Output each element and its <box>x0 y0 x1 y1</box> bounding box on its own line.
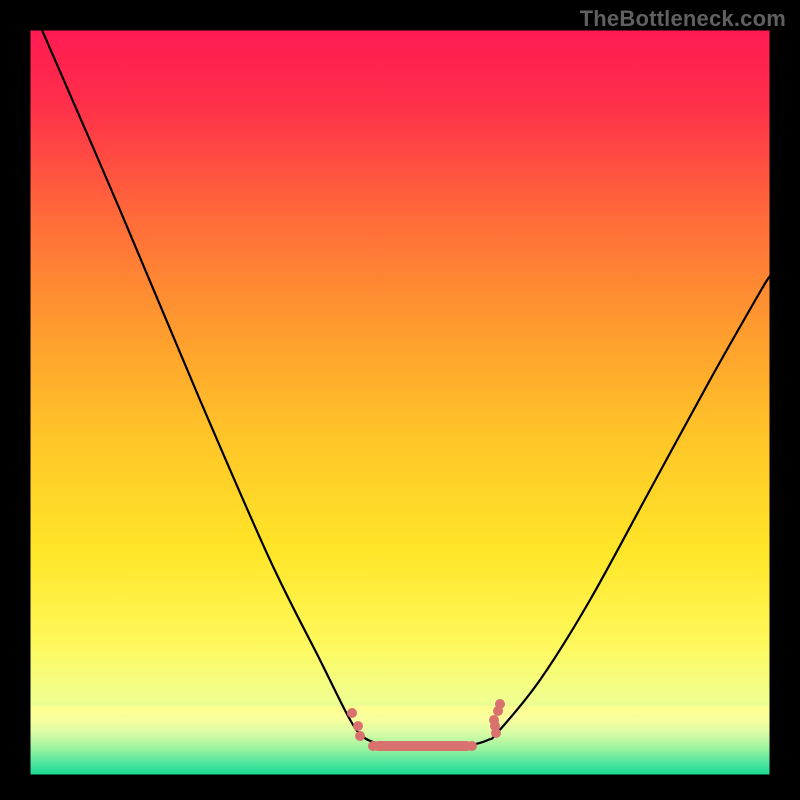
marker-pill-cap <box>467 741 477 751</box>
marker-dot <box>491 728 501 738</box>
marker-pill-cap <box>368 741 378 751</box>
marker-dot <box>347 708 357 718</box>
chart-svg <box>0 0 800 800</box>
marker-dot <box>495 699 505 709</box>
marker-dot <box>353 721 363 731</box>
watermark-text: TheBottleneck.com <box>580 6 786 32</box>
marker-pill <box>373 741 472 751</box>
marker-dot <box>355 731 365 741</box>
plot-area <box>30 30 770 775</box>
chart-stage: TheBottleneck.com <box>0 0 800 800</box>
gradient-background <box>30 30 770 775</box>
bottom-rainbow-band <box>30 706 770 775</box>
